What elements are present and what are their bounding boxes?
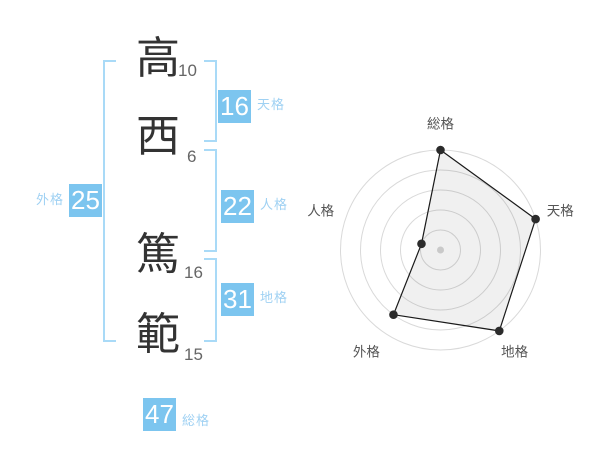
name-character-3: 篤 — [136, 230, 180, 279]
stroke-count-2: 6 — [187, 147, 197, 166]
soukaku-value-box: 47 — [143, 398, 176, 431]
gaikaku-label: 外格 — [36, 192, 65, 207]
stroke-count-3: 16 — [184, 263, 203, 282]
chikaku-label: 地格 — [260, 290, 289, 305]
name-character-1: 高 — [136, 34, 180, 83]
radar-axis-label: 総格 — [427, 117, 454, 132]
name-character-4: 範 — [136, 310, 180, 359]
jinkaku-value-box: 22 — [221, 190, 254, 223]
radar-center-dot — [437, 246, 444, 254]
radar-axis-label: 地格 — [501, 344, 528, 359]
tenkaku-bracket — [204, 60, 217, 142]
radar-vertex-dot — [389, 310, 398, 320]
radar-ring — [420, 229, 461, 271]
radar-vertex-dot — [417, 239, 426, 249]
radar-vertex-dot — [436, 145, 445, 155]
radar-axis-label: 外格 — [353, 344, 380, 359]
chikaku-bracket — [204, 258, 217, 342]
stroke-count-4: 15 — [184, 345, 203, 364]
radar-vertex-dot — [494, 326, 504, 336]
stroke-count-1: 10 — [178, 61, 197, 80]
radar-vertex-dot — [531, 214, 540, 224]
jinkaku-label: 人格 — [260, 197, 289, 212]
radar-area — [392, 148, 537, 332]
name-character-2: 西 — [136, 112, 180, 161]
radar-ring — [400, 209, 481, 291]
radar-axis-label: 天格 — [547, 204, 574, 219]
gaikaku-bracket — [103, 60, 116, 342]
radar-axis-label: 人格 — [307, 204, 334, 219]
gaikaku-value-box: 25 — [69, 184, 102, 217]
tenkaku-label: 天格 — [257, 97, 286, 112]
chikaku-value-box: 31 — [221, 283, 254, 316]
radar-ring — [380, 189, 501, 311]
jinkaku-bracket — [204, 149, 217, 252]
radar-ring — [360, 169, 521, 331]
soukaku-label: 総格 — [182, 413, 211, 428]
tenkaku-value-box: 16 — [218, 90, 251, 123]
